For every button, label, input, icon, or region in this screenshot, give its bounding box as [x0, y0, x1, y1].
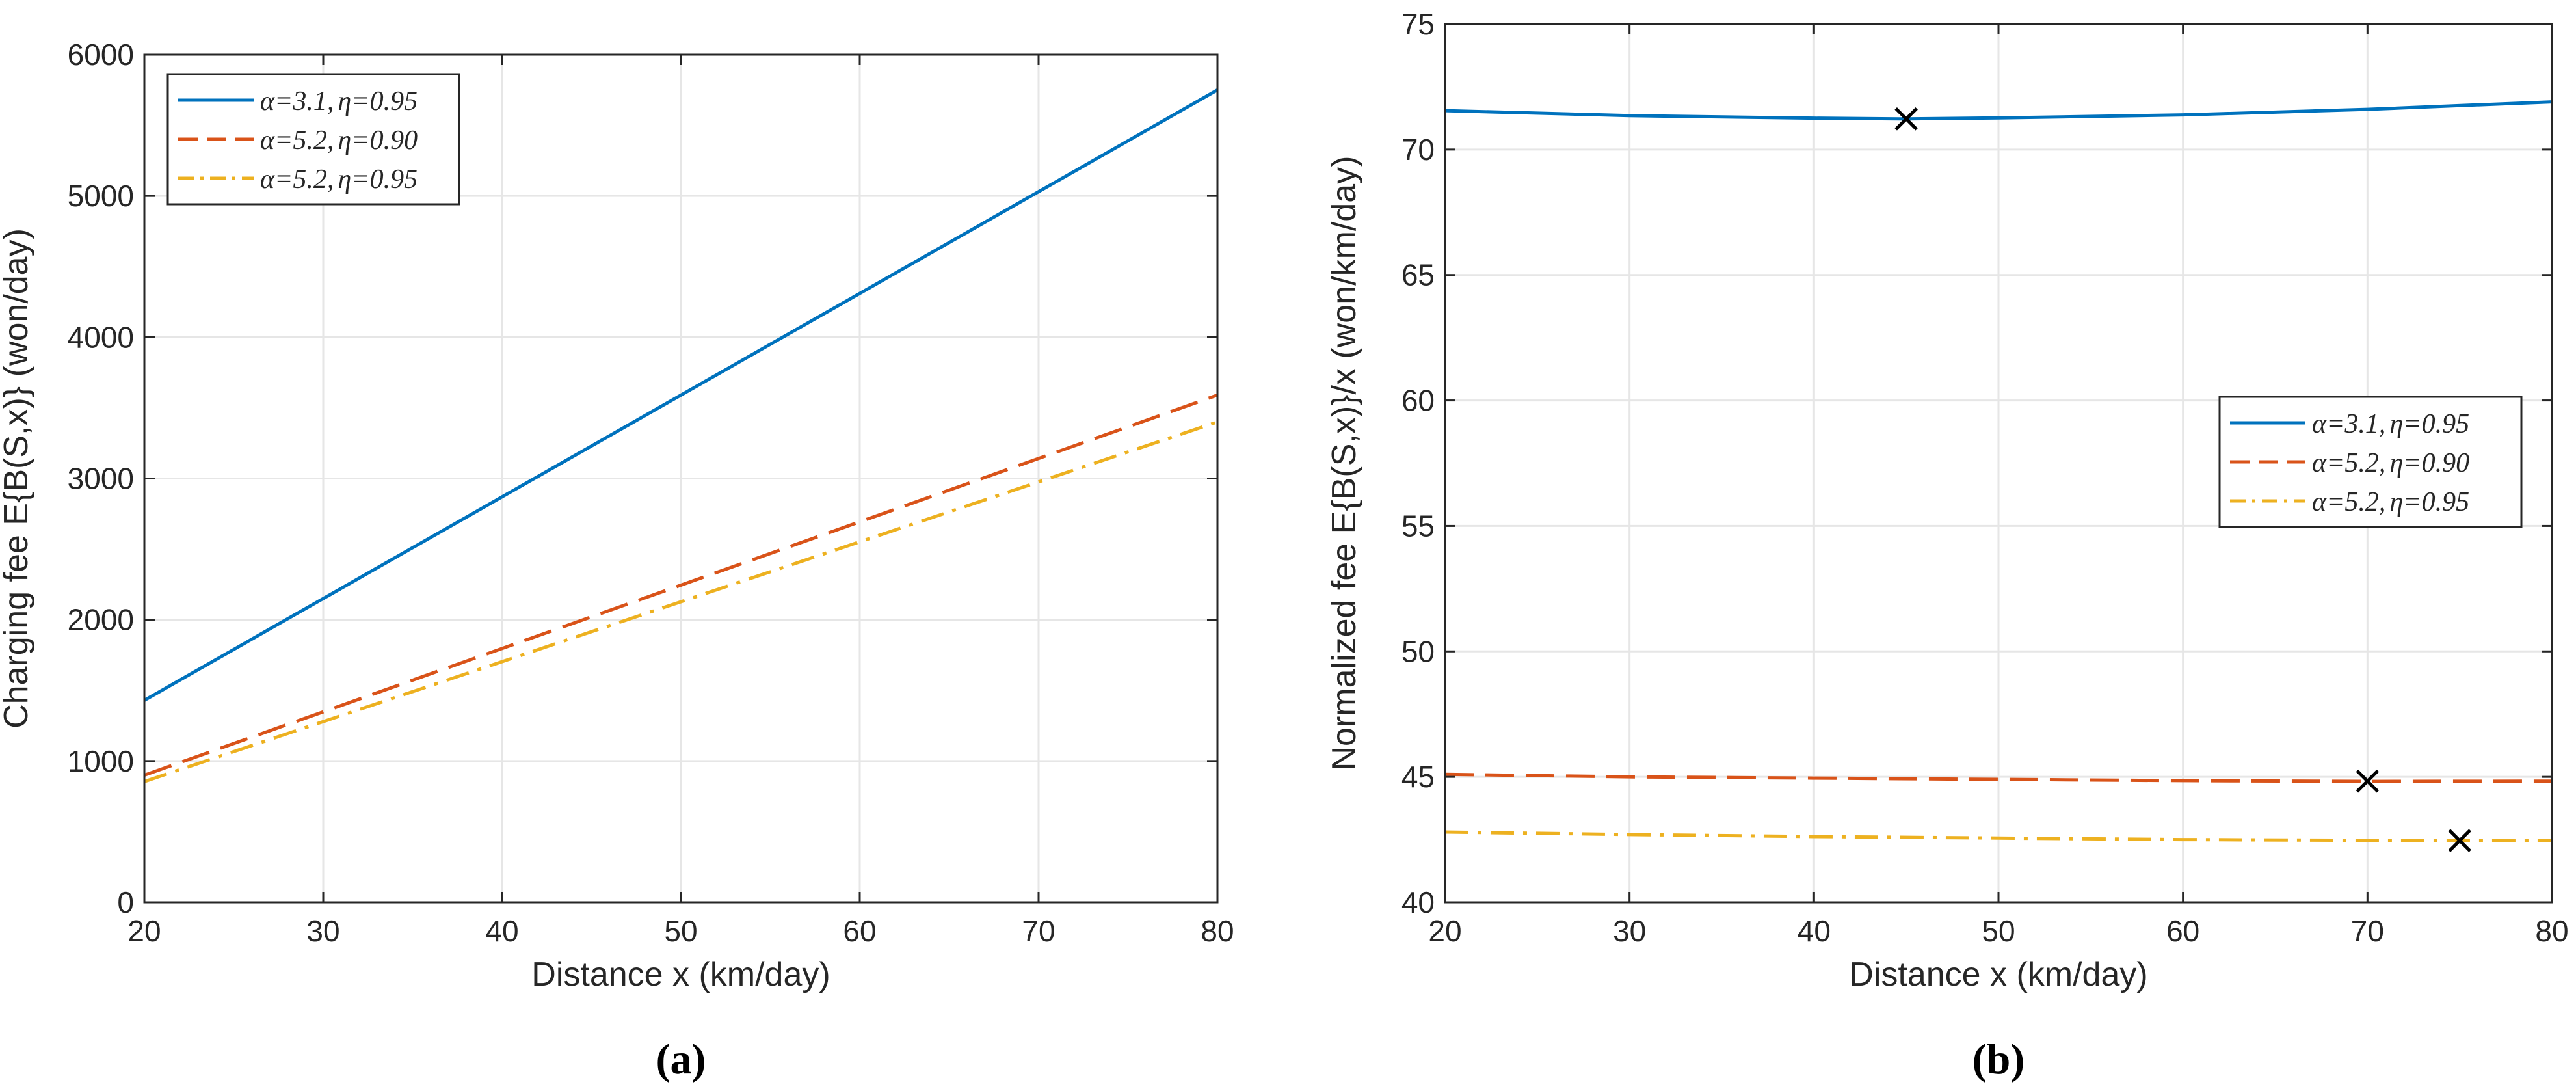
- panel-label: (b): [1972, 1036, 2025, 1083]
- legend-entry-1: α=3.1, η=0.95: [260, 87, 418, 116]
- y-tick-label: 60: [1401, 384, 1435, 418]
- series-line-3: [144, 420, 1218, 783]
- legend: α=3.1, η=0.95α=5.2, η=0.90α=5.2, η=0.95: [166, 73, 460, 206]
- x-axis-label: Distance x (km/day): [531, 956, 830, 993]
- chart-panel-a: 20 30 40 50 60 70 80 0 1000 2000 3000 4000 5000 6000 D…: [0, 38, 1234, 1083]
- x-tick-label: 60: [2166, 914, 2199, 948]
- y-axis-label: Normalized fee E{B(S,x)}/x (won/km/day): [1325, 156, 1363, 771]
- legend-entry-3: α=5.2, η=0.95: [2312, 487, 2469, 517]
- marker-stroke: [1894, 107, 1918, 131]
- x-tick-label: 40: [485, 914, 518, 948]
- legend-entry-2: α=5.2, η=0.90: [260, 126, 418, 155]
- legend-entry-2: α=5.2, η=0.90: [2312, 448, 2469, 478]
- y-tick-label: 65: [1401, 258, 1435, 292]
- y-tick-label: 1000: [68, 744, 134, 778]
- x-tick-label: 30: [306, 914, 339, 948]
- legend-eta: η=0.90: [338, 126, 418, 155]
- x-axis-label: Distance x (km/day): [1849, 956, 2147, 993]
- legend-eta: η=0.95: [2389, 409, 2469, 439]
- y-tick-label: 6000: [68, 38, 134, 72]
- x-tick-label: 80: [1201, 914, 1234, 948]
- series-line-2: [144, 394, 1218, 777]
- y-tick-label: 4000: [68, 320, 134, 354]
- y-tick-label: 45: [1401, 760, 1435, 794]
- legend-entry-3: α=5.2, η=0.95: [260, 165, 418, 195]
- series-line-1: [143, 88, 1219, 702]
- x-tick-label: 40: [1798, 914, 1831, 948]
- panel-label: (a): [656, 1036, 706, 1083]
- legend-eta: η=0.95: [338, 165, 418, 195]
- chart-panel-b: 20 30 40 50 60 70 80 40 45 50 55 60 65 70 75 Distance x…: [1325, 7, 2569, 1083]
- series-line-2: [1444, 772, 2553, 783]
- minimum-marker-2: [2356, 769, 2380, 793]
- y-tick-label: 50: [1401, 634, 1435, 668]
- y-tick-label: 70: [1401, 133, 1435, 167]
- legend-eta: η=0.95: [338, 87, 418, 116]
- legend-alpha: α=3.1,: [260, 87, 334, 116]
- legend-alpha: α=5.2,: [260, 165, 334, 195]
- legend-alpha: α=5.2,: [260, 126, 334, 155]
- y-tick-label: 40: [1401, 885, 1435, 919]
- x-tick-label: 50: [664, 914, 697, 948]
- x-tick-label: 70: [2351, 914, 2384, 948]
- marker-stroke: [2356, 769, 2380, 793]
- y-tick-label: 55: [1401, 509, 1435, 543]
- marker-stroke: [2448, 829, 2471, 852]
- x-tick-label: 20: [1428, 914, 1461, 948]
- y-tick-label: 2000: [68, 603, 134, 637]
- y-tick-label: 3000: [68, 462, 134, 496]
- series-line-1: [1444, 100, 2553, 121]
- x-tick-label: 80: [2535, 914, 2568, 948]
- x-tick-label: 60: [843, 914, 876, 948]
- legend-eta: η=0.90: [2389, 448, 2469, 478]
- x-tick-label: 70: [1022, 914, 1055, 948]
- legend-alpha: α=5.2,: [2312, 487, 2385, 517]
- legend-entry-1: α=3.1, η=0.95: [2312, 409, 2469, 439]
- y-tick-label: 0: [117, 885, 134, 919]
- x-tick-label: 50: [1982, 914, 2015, 948]
- y-tick-label: 5000: [68, 179, 134, 213]
- x-tick-label: 20: [127, 914, 161, 948]
- legend-eta: η=0.95: [2389, 487, 2469, 517]
- y-axis-label: Charging fee E{B(S,x)} (won/day): [0, 228, 35, 729]
- legend: α=3.1, η=0.95α=5.2, η=0.90α=5.2, η=0.95: [2218, 396, 2523, 528]
- y-tick-label: 75: [1401, 7, 1435, 41]
- minimum-marker-1: [1894, 107, 1918, 131]
- series-line-3: [1444, 830, 2553, 842]
- legend-alpha: α=3.1,: [2312, 409, 2385, 439]
- legend-alpha: α=5.2,: [2312, 448, 2385, 478]
- minimum-marker-3: [2448, 829, 2471, 852]
- x-tick-label: 30: [1613, 914, 1646, 948]
